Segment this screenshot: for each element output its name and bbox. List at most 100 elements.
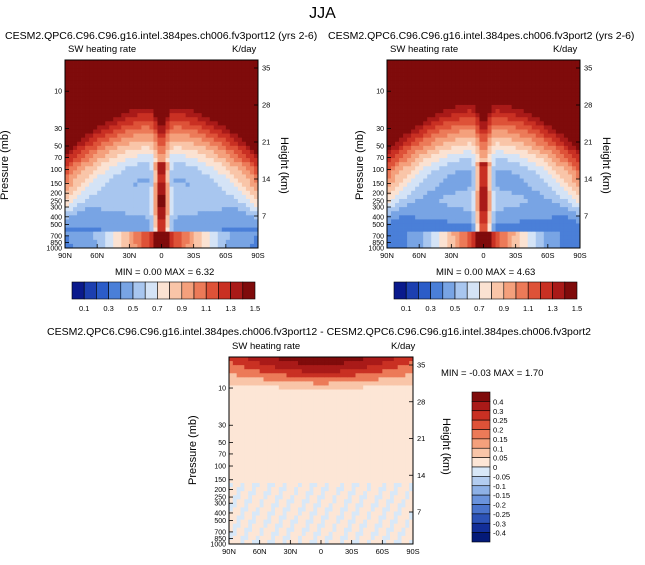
panel-1-y2-tick-label: 14 [262, 175, 270, 184]
panel-3-cell [244, 417, 249, 423]
panel-2-cell [459, 80, 464, 85]
panel-1-cell [241, 162, 247, 167]
panel-1-cell [209, 149, 215, 155]
panel-1-cell [137, 239, 142, 245]
panel-2-cell [527, 203, 533, 208]
panel-1-cell [145, 80, 150, 85]
panel-2-cell [407, 227, 412, 233]
panel-2-cell [499, 203, 505, 208]
panel-2-cell [387, 125, 392, 130]
panel-2-cell [563, 162, 569, 167]
panel-3-cell [255, 499, 261, 504]
panel-1-cell [157, 182, 162, 188]
panel-1-cell [245, 121, 251, 126]
panel-2-cell [415, 137, 420, 143]
panel-1-cell [157, 84, 162, 90]
panel-1-cell [245, 198, 251, 204]
panel-2-cell [435, 64, 440, 69]
panel-2-cell [403, 170, 408, 175]
panel-1-cell [169, 215, 174, 220]
panel-2-cell [531, 239, 537, 245]
panel-1-cell [149, 145, 154, 151]
panel-2-cell [575, 198, 581, 204]
panel-2-cell [511, 190, 517, 196]
panel-1-cell [165, 109, 170, 114]
panel-1-field [65, 60, 259, 249]
panel-1-cell [77, 137, 82, 143]
panel-1-cell [249, 166, 255, 171]
panel-1-cell [241, 121, 247, 126]
panel-2-cell [395, 219, 400, 224]
panel-2-cell [511, 235, 517, 241]
panel-2-cell [575, 149, 581, 155]
panel-1-cell [201, 129, 207, 134]
panel-1-cell [169, 243, 174, 249]
panel-1-cell [101, 198, 106, 204]
panel-1-cell [209, 178, 215, 184]
panel-2-cell [391, 239, 396, 245]
panel-1-cell [157, 129, 162, 134]
panel-3-cell [240, 470, 245, 476]
panel-1-cell [201, 76, 207, 81]
panel-1-cell [177, 96, 183, 102]
panel-2-cell [395, 154, 400, 159]
panel-2-cell [447, 166, 452, 171]
panel-1-cell [253, 194, 259, 200]
panel-2-cell [423, 198, 428, 204]
panel-2-cell [455, 133, 460, 139]
panel-1-cell [145, 141, 150, 147]
panel-2-cell [547, 100, 553, 106]
panel-1-cell [89, 158, 94, 163]
panel-2-cell [471, 186, 476, 192]
panel-1-cell [125, 203, 130, 208]
panel-1-cell [85, 84, 90, 90]
panel-2-cell [455, 170, 460, 175]
panel-1-cell [117, 243, 122, 249]
panel-2-cell [511, 223, 517, 228]
panel-1-cell [153, 64, 158, 69]
panel-1-cell [225, 141, 231, 147]
panel-1-cell [121, 207, 126, 212]
panel-2-cell [539, 203, 545, 208]
panel-2-cell [451, 125, 456, 130]
panel-3-cell [248, 515, 253, 521]
panel-1-cell [129, 121, 134, 126]
panel-1-cell [229, 154, 235, 159]
panel-2-cell [567, 178, 573, 184]
panel-2-cell [559, 109, 565, 114]
panel-1-cell [93, 149, 98, 155]
panel-1-cell [245, 100, 251, 106]
panel-3-cell [248, 369, 253, 374]
panel-1-cell [133, 243, 138, 249]
panel-2-cell [567, 243, 573, 249]
panel-1-cell [141, 76, 146, 81]
panel-1-cell [205, 239, 211, 245]
panel-1-cell [189, 158, 195, 163]
panel-2-cell [391, 76, 396, 81]
panel-1-cell [217, 215, 223, 220]
panel-2-cell [487, 104, 492, 110]
panel-1-cell [201, 203, 207, 208]
panel-1-cell [181, 182, 187, 188]
panel-2-cell [563, 60, 569, 65]
panel-2-cell [563, 243, 569, 249]
panel-1-cell [97, 60, 102, 65]
panel-3-cell [263, 417, 268, 423]
panel-2-cell [535, 215, 541, 220]
panel-2-cell [479, 141, 484, 147]
panel-2-cell [551, 96, 557, 102]
panel-1-cell [169, 190, 174, 196]
panel-1-cell [85, 166, 90, 171]
panel-2-cell [471, 162, 476, 167]
panel-1-cell [241, 88, 247, 94]
panel-2-cell [487, 194, 492, 200]
panel-2-cell [531, 88, 537, 94]
panel-2-y-tick-label: 200 [372, 191, 384, 198]
panel-1-cell [89, 68, 94, 73]
panel-3-cell [244, 466, 249, 472]
panel-2-cell [435, 170, 440, 175]
panel-2-cell [575, 162, 581, 167]
panel-1-cell [65, 154, 70, 159]
panel-1-cell [169, 203, 174, 208]
panel-2-cell [443, 100, 448, 106]
